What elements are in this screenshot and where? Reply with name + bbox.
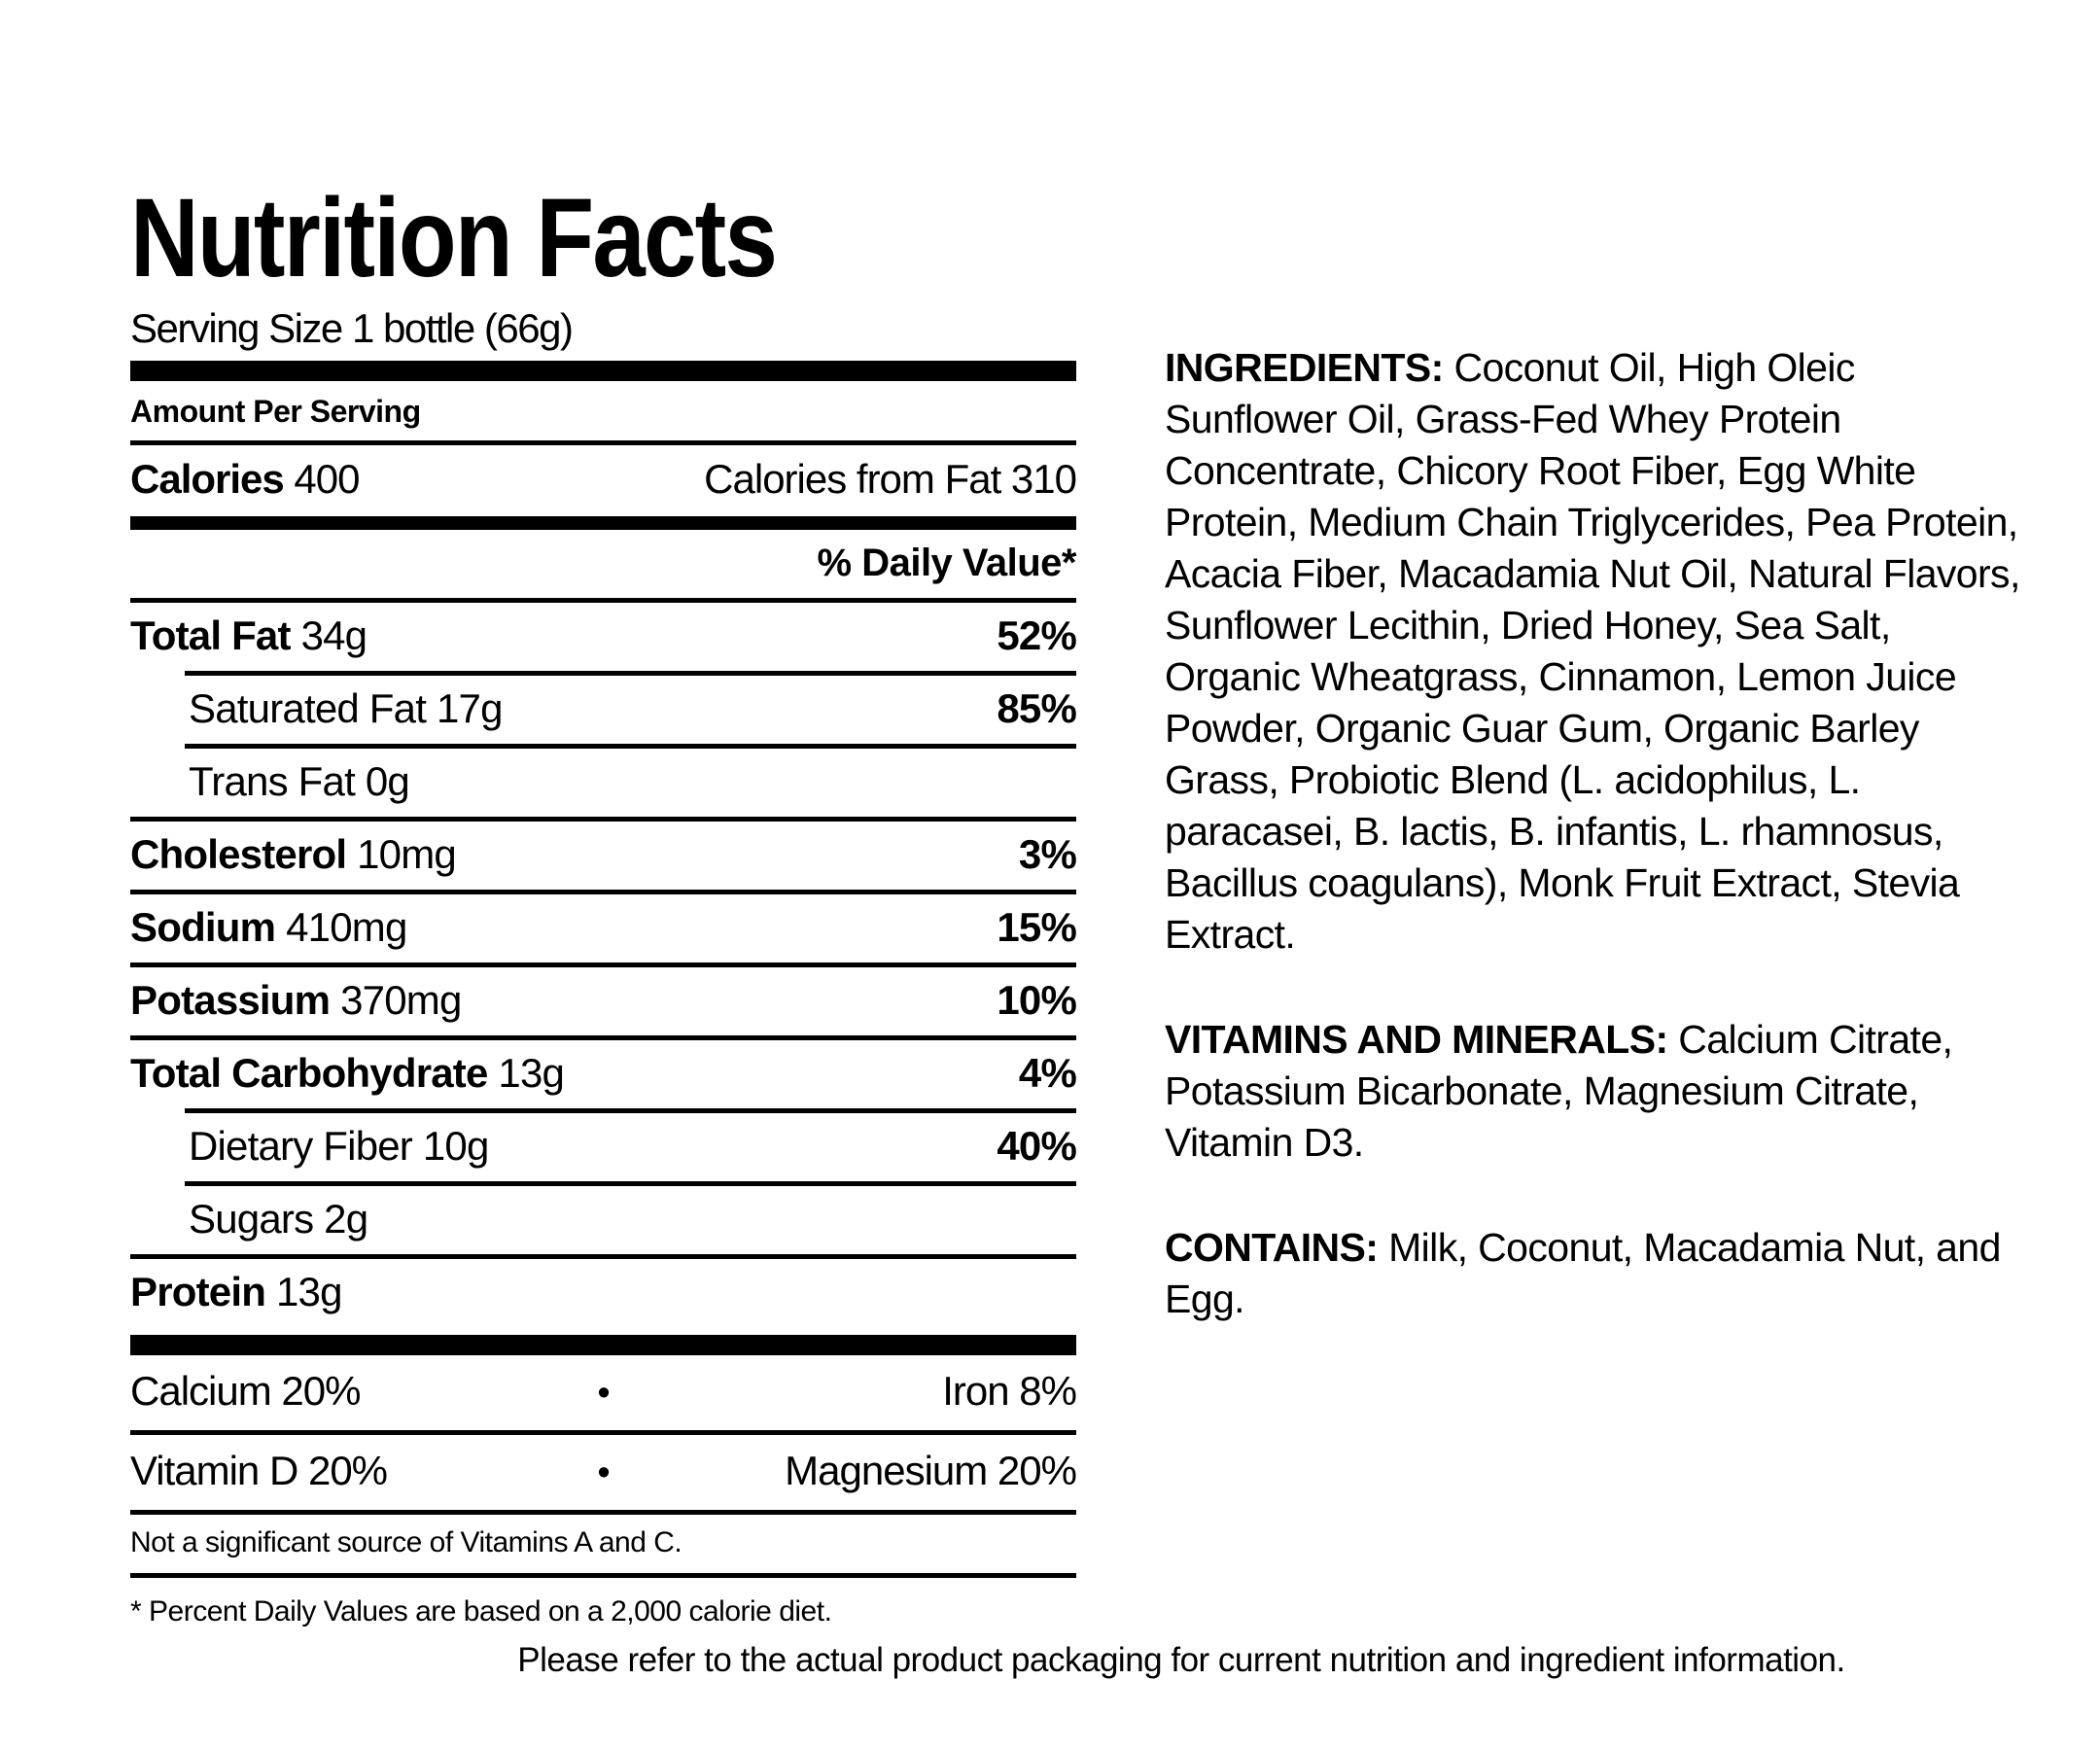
ingredients-label: INGREDIENTS: <box>1165 345 1444 390</box>
not-significant-note: Not a significant source of Vitamins A a… <box>130 1515 1076 1579</box>
nutrient-name: Cholesterol <box>130 831 347 878</box>
ingredients-text: Coconut Oil, High Oleic Sunflower Oil, G… <box>1165 345 2020 957</box>
nutrient-name-amount: Saturated Fat 17g <box>189 684 503 733</box>
nutrient-amount: 410mg <box>286 904 407 951</box>
nutrient-name-amount: Trans Fat 0g <box>189 757 410 806</box>
nutrient-daily-value: 3% <box>1018 831 1077 878</box>
nutrient-amount: 17g <box>436 685 503 732</box>
calories-from-fat: Calories from Fat 310 <box>704 456 1077 503</box>
nutrient-amount: 10mg <box>357 831 457 878</box>
nutrient-daily-value: 4% <box>1018 1050 1077 1097</box>
panel-title: Nutrition Facts <box>130 183 1076 295</box>
serving-size: Serving Size 1 bottle (66g) <box>130 305 574 351</box>
thick-divider-bottom <box>130 1335 1076 1356</box>
nutrient-name: Total Fat <box>130 612 291 659</box>
ingredients-paragraph: INGREDIENTS: Coconut Oil, High Oleic Sun… <box>1165 342 2020 961</box>
contains-text: Milk, Coconut, Macadamia Nut, and Egg. <box>1165 1225 2001 1321</box>
nutrition-facts-panel: Nutrition Facts Serving Size 1 bottle (6… <box>130 183 1077 1628</box>
nutrient-amount: 13g <box>498 1050 565 1097</box>
nutrient-row: Trans Fat 0g <box>185 744 1076 817</box>
contains-paragraph: CONTAINS: Milk, Coconut, Macadamia Nut, … <box>1165 1222 2020 1325</box>
nutrient-row: Sodium 410mg 15% <box>130 890 1077 962</box>
nutrient-name: Sodium <box>130 904 276 951</box>
nutrient-name-amount: Total Fat 34g <box>130 612 368 660</box>
bullet-separator: • <box>597 1452 610 1494</box>
medium-divider <box>130 516 1076 531</box>
micronutrient-left: Calcium 20% <box>130 1368 361 1415</box>
ingredients-column: INGREDIENTS: Coconut Oil, High Oleic Sun… <box>1165 342 2020 1379</box>
micronutrient-left: Vitamin D 20% <box>130 1448 388 1494</box>
nutrient-name: Trans Fat <box>189 758 356 805</box>
footer-disclaimer: Please refer to the actual product packa… <box>517 1641 1845 1679</box>
nutrient-name: Sugars <box>189 1196 314 1242</box>
nutrient-name-amount: Cholesterol 10mg <box>130 830 457 879</box>
nutrient-daily-value: 85% <box>997 685 1076 732</box>
nutrient-row: Sugars 2g <box>185 1181 1076 1254</box>
nutrient-daily-value: 40% <box>997 1123 1076 1170</box>
calories-left: Calories 400 <box>130 456 361 503</box>
nutrient-rows: Total Fat 34g 52% Saturated Fat 17g 85% … <box>130 598 1077 1327</box>
thin-divider <box>130 440 1076 446</box>
nutrient-name-amount: Sodium 410mg <box>130 903 407 952</box>
micronutrient-rows: Calcium 20% • Iron 8% Vitamin D 20% • Ma… <box>130 1355 1077 1516</box>
vitamins-text: Calcium Citrate, Potassium Bicarbonate, … <box>1165 1017 1953 1165</box>
nutrient-name: Protein <box>130 1269 266 1315</box>
nutrient-name-amount: Sugars 2g <box>189 1195 368 1243</box>
nutrient-amount: 2g <box>324 1196 368 1242</box>
micronutrient-right: Iron 8% <box>942 1368 1077 1415</box>
nutrient-name-amount: Dietary Fiber 10g <box>189 1122 489 1171</box>
calories-label: Calories <box>130 456 285 503</box>
nutrient-amount: 13g <box>275 1269 342 1315</box>
micronutrient-right: Magnesium 20% <box>785 1448 1077 1494</box>
nutrient-row: Total Fat 34g 52% <box>130 598 1077 671</box>
nutrient-name-amount: Total Carbohydrate 13g <box>130 1049 565 1098</box>
nutrient-row: Saturated Fat 17g 85% <box>185 671 1077 744</box>
bullet-separator: • <box>597 1373 610 1415</box>
nutrient-daily-value: 15% <box>997 904 1076 951</box>
nutrient-amount: 370mg <box>340 977 462 1024</box>
vitamins-paragraph: VITAMINS AND MINERALS: Calcium Citrate, … <box>1165 1014 2020 1169</box>
daily-value-header: % Daily Value* <box>817 542 1077 585</box>
nutrient-daily-value: 52% <box>997 612 1076 659</box>
nutrient-amount: 10g <box>422 1123 489 1170</box>
nutrient-name-amount: Protein 13g <box>130 1268 342 1316</box>
nutrient-row: Protein 13g <box>130 1254 1076 1327</box>
thick-divider-top <box>130 361 1076 382</box>
nutrient-amount: 0g <box>365 758 410 805</box>
nutrient-name-amount: Potassium 370mg <box>130 976 462 1025</box>
contains-label: CONTAINS: <box>1165 1225 1379 1270</box>
nutrient-row: Potassium 370mg 10% <box>130 962 1077 1035</box>
nutrient-name: Saturated Fat <box>189 685 427 732</box>
amount-per-serving-label: Amount Per Serving <box>130 394 421 430</box>
nutrient-name: Potassium <box>130 977 331 1024</box>
calories-value: 400 <box>294 456 360 503</box>
panel-title-text: Nutrition Facts <box>130 176 778 300</box>
nutrient-daily-value: 10% <box>997 977 1076 1024</box>
daily-value-footnote: * Percent Daily Values are based on a 2,… <box>130 1595 832 1628</box>
nutrient-row: Dietary Fiber 10g 40% <box>185 1108 1077 1181</box>
micronutrient-row: Vitamin D 20% • Magnesium 20% <box>130 1435 1077 1516</box>
vitamins-label: VITAMINS AND MINERALS: <box>1165 1017 1668 1062</box>
nutrient-row: Cholesterol 10mg 3% <box>130 817 1077 890</box>
nutrient-name: Total Carbohydrate <box>130 1050 488 1097</box>
calories-row: Calories 400 Calories from Fat 310 <box>130 445 1077 516</box>
nutrient-name: Dietary Fiber <box>189 1123 413 1170</box>
nutrient-row: Total Carbohydrate 13g 4% <box>130 1035 1077 1108</box>
micronutrient-row: Calcium 20% • Iron 8% <box>130 1355 1077 1436</box>
nutrient-amount: 34g <box>300 612 368 659</box>
